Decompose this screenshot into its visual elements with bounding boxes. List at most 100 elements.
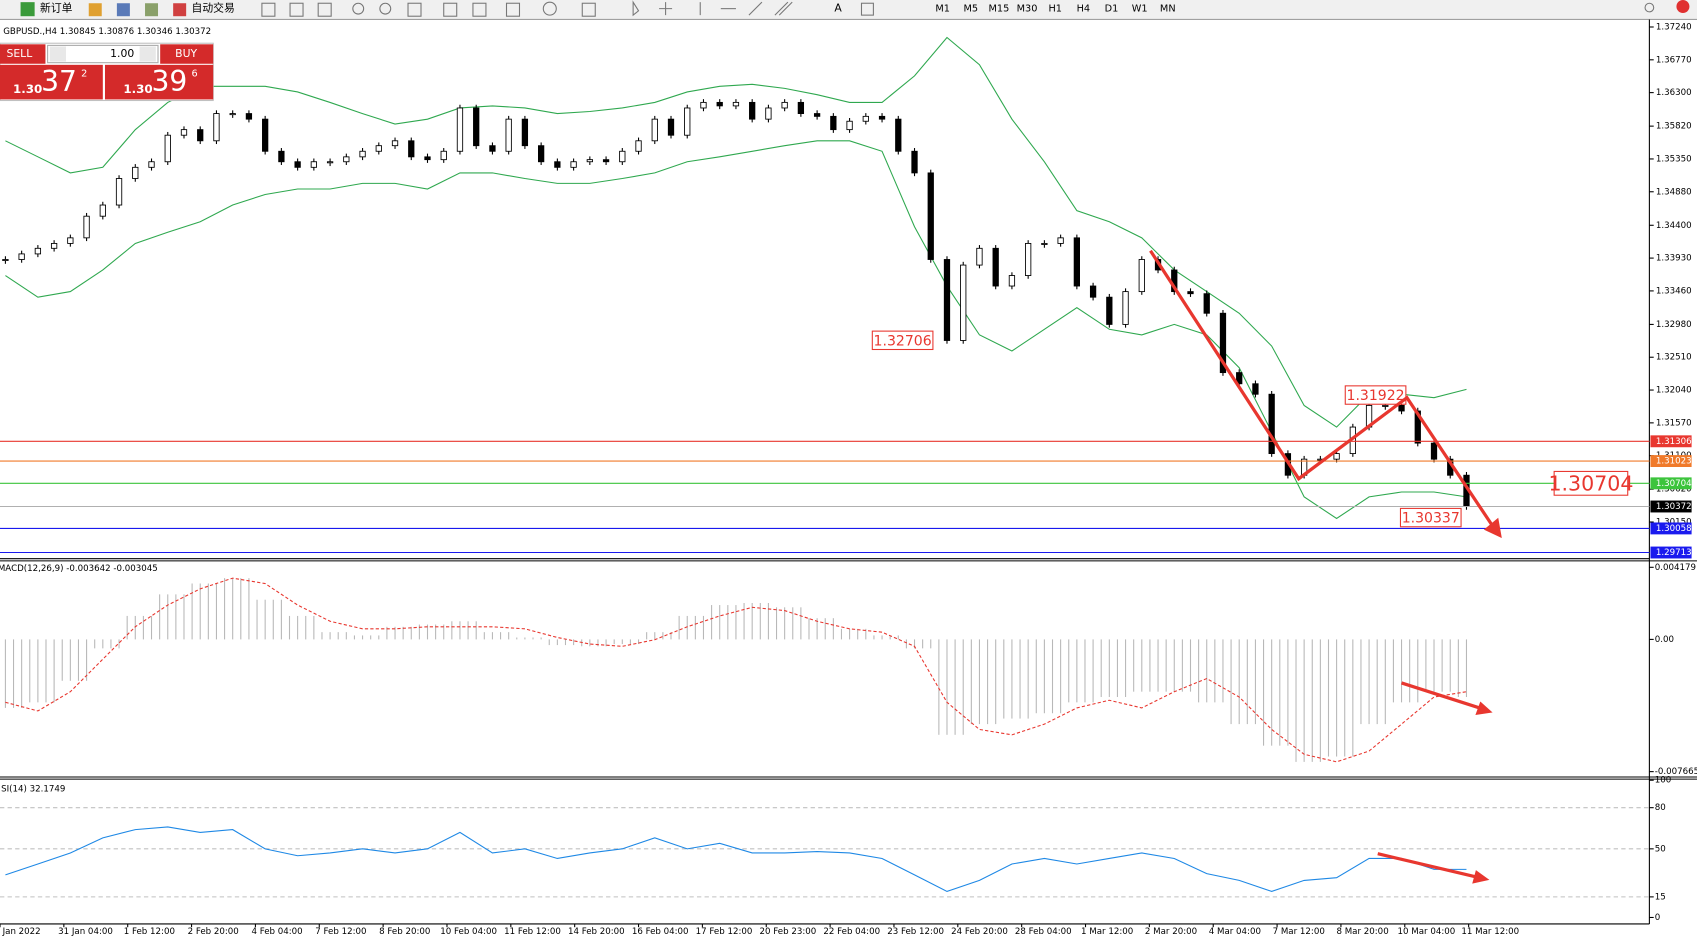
timeframe-button[interactable]: H4 xyxy=(1077,4,1091,15)
lots-down[interactable] xyxy=(49,46,67,62)
candle xyxy=(2,259,9,262)
x-tick-label: 11 Mar 12:00 xyxy=(1461,927,1519,937)
crosshair-icon[interactable] xyxy=(659,2,673,16)
buy-price-point[interactable]: 6 xyxy=(192,68,198,79)
candle xyxy=(83,215,90,239)
x-tick-label: 20 Feb 23:00 xyxy=(760,927,817,937)
auto-trading-button[interactable]: 自动交易 xyxy=(192,1,235,15)
lots-value[interactable]: 1.00 xyxy=(110,47,134,60)
candle xyxy=(976,247,983,266)
cursor-icon[interactable] xyxy=(632,0,640,17)
new-order-button[interactable]: 新订单 xyxy=(40,1,73,15)
zoom-out[interactable] xyxy=(379,2,392,15)
clock-icon[interactable] xyxy=(542,1,557,16)
candle xyxy=(148,161,155,168)
tool-icon[interactable] xyxy=(289,2,304,17)
macd-title: MACD(12,26,9) -0.003642 -0.003045 xyxy=(0,564,158,574)
sell-price-big[interactable]: 1.30 xyxy=(13,82,42,96)
buy-price-big[interactable]: 1.30 xyxy=(123,82,152,96)
tool-icon[interactable] xyxy=(145,3,159,17)
candle xyxy=(1268,393,1275,455)
lots-input[interactable] xyxy=(47,44,159,64)
x-tick-label: 8 Feb 20:00 xyxy=(379,927,430,937)
candle xyxy=(732,101,740,107)
price-level-label: 1.31023 xyxy=(1656,457,1692,467)
y-tick-label: 1.34880 xyxy=(1656,187,1692,197)
candle xyxy=(554,161,561,168)
y-tick-label: 0.004179 xyxy=(1655,563,1696,573)
tool-icon[interactable] xyxy=(116,3,130,17)
candle xyxy=(326,161,334,164)
candle xyxy=(943,259,951,341)
y-tick-label: 1.35820 xyxy=(1656,122,1692,132)
x-tick-label: 28 Feb 04:00 xyxy=(1015,927,1072,937)
buy-button[interactable] xyxy=(160,44,214,64)
candle xyxy=(651,118,658,142)
candle xyxy=(278,150,285,163)
x-tick-label: 17 Feb 12:00 xyxy=(696,927,753,937)
trend-arrows xyxy=(1149,249,1502,884)
buy-price-pips[interactable]: 39 xyxy=(152,65,188,98)
candle xyxy=(115,178,123,206)
x-tick-label: 8 Mar 20:00 xyxy=(1336,927,1388,937)
price-level-label: 1.30372 xyxy=(1656,502,1692,512)
text-tool[interactable]: A xyxy=(834,2,842,15)
timeframe-button[interactable]: M30 xyxy=(1017,4,1038,15)
toolbar xyxy=(0,0,1697,20)
y-tick-label: 1.36300 xyxy=(1656,88,1692,98)
bollinger-band xyxy=(5,36,1467,428)
x-tick-label: 14 Feb 20:00 xyxy=(568,927,625,937)
sell-price-pips[interactable]: 37 xyxy=(41,65,77,98)
candle xyxy=(197,129,204,142)
timeframe-button[interactable]: M1 xyxy=(935,4,950,15)
timeframe-button[interactable]: M5 xyxy=(964,4,979,15)
search-icon[interactable] xyxy=(1644,2,1655,13)
tool-icon[interactable] xyxy=(472,2,487,17)
price-level-label: 1.31306 xyxy=(1656,437,1692,447)
candle xyxy=(1236,372,1243,385)
zoom-in[interactable] xyxy=(352,2,365,15)
x-tick-label: 7 Mar 12:00 xyxy=(1273,927,1325,937)
price-level-tag xyxy=(1650,546,1692,559)
candle xyxy=(473,107,480,147)
candle xyxy=(927,172,934,260)
new-order-icon[interactable] xyxy=(20,2,35,17)
tool-icon[interactable] xyxy=(581,2,596,17)
tool-icon[interactable] xyxy=(88,3,102,17)
tool-icon[interactable] xyxy=(317,2,332,17)
tool-icon[interactable] xyxy=(261,2,276,17)
candle xyxy=(602,159,610,163)
candle xyxy=(813,113,821,117)
candle xyxy=(878,115,886,120)
buy-label[interactable]: BUY xyxy=(175,47,197,60)
sell-price-point[interactable]: 2 xyxy=(81,68,87,79)
candle xyxy=(164,134,171,163)
candle xyxy=(132,166,139,179)
trendline-icon[interactable] xyxy=(748,1,763,16)
buy-price-box[interactable] xyxy=(104,64,214,100)
channel-icon[interactable] xyxy=(774,1,793,16)
sell-button[interactable] xyxy=(0,44,46,64)
tool-icon[interactable] xyxy=(505,2,521,17)
timeframe-button[interactable]: H1 xyxy=(1048,4,1062,15)
sell-label[interactable]: SELL xyxy=(6,47,32,60)
tool-icon[interactable] xyxy=(407,2,422,17)
candle xyxy=(359,150,366,158)
auto-trading-icon[interactable] xyxy=(173,3,187,17)
y-tick-label: 1.34400 xyxy=(1656,221,1692,231)
candle xyxy=(1106,296,1113,325)
sell-price-box[interactable] xyxy=(0,64,103,100)
timeframe-button[interactable]: MN xyxy=(1160,4,1176,15)
candle xyxy=(911,150,918,174)
timeframe-button[interactable]: M15 xyxy=(989,4,1010,15)
candle xyxy=(1203,293,1210,314)
timeframe-button[interactable]: D1 xyxy=(1105,4,1119,15)
tool-icon[interactable] xyxy=(443,2,458,17)
candle xyxy=(343,156,350,163)
lots-up[interactable] xyxy=(139,46,156,62)
text-icon[interactable] xyxy=(860,2,874,16)
y-tick-label: 1.35350 xyxy=(1656,154,1692,164)
price-level-tag xyxy=(1650,522,1692,535)
timeframe-button[interactable]: W1 xyxy=(1132,4,1148,15)
